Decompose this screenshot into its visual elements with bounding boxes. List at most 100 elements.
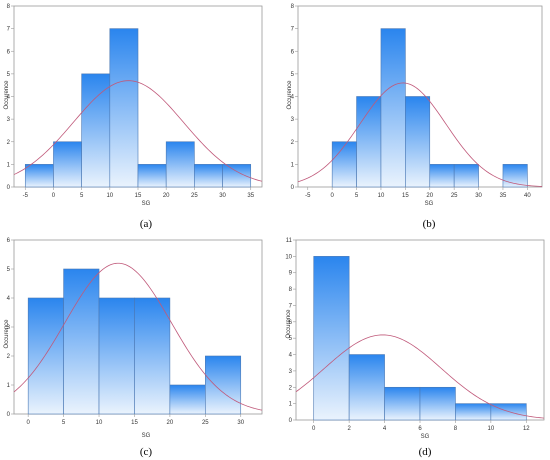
y-tick-label: 6: [289, 320, 293, 326]
x-tick-label: 30: [475, 193, 482, 199]
x-tick-label: -5: [305, 193, 311, 199]
y-tick-label: 2: [289, 385, 293, 391]
y-tick-label: 11: [286, 238, 293, 244]
histogram-bar: [169, 384, 206, 415]
normal-fit-curve: [297, 82, 543, 187]
y-tick-label: 0: [7, 412, 11, 418]
x-tick-label: 10: [378, 193, 385, 199]
histogram-bar: [405, 96, 431, 188]
y-tick-label: 0: [291, 185, 295, 191]
histogram-bar: [222, 164, 252, 188]
x-tick-label: 25: [451, 193, 458, 199]
histogram-bar: [502, 164, 528, 188]
x-axis-title: SG: [142, 433, 151, 439]
x-tick-label: 8: [454, 426, 458, 432]
x-tick-label: 0: [330, 193, 334, 199]
y-tick-label: 0: [289, 418, 293, 424]
x-axis-title: SG: [425, 201, 434, 207]
x-tick-label: 0: [52, 193, 56, 199]
histogram-bar: [194, 164, 223, 188]
ylabel: Occurence: [287, 80, 293, 110]
x-tick-label: 12: [523, 426, 530, 432]
panel-b: Occurence SG (b) -5 0 5 10 15 20 25 30 35 40 0 1 2 3 4…: [287, 4, 543, 230]
x-tick-label: 35: [500, 193, 507, 199]
x-tick-label: 5: [355, 193, 359, 199]
y-tick-label: 2: [7, 354, 11, 360]
histogram-bar: [134, 297, 171, 415]
y-tick-label: 5: [7, 72, 11, 78]
panel-c: Occurence SG (c) 0 5 10 15 20 25 30 0 1 2 3 4 5 6: [4, 238, 263, 458]
ylabel: Occurence: [286, 309, 292, 339]
y-axis-title: Occurence: [4, 80, 10, 110]
y-tick-label: 8: [7, 4, 11, 10]
x-tick-label: 35: [247, 193, 254, 199]
histogram-bar: [380, 28, 406, 188]
panel-caption: (c): [140, 446, 153, 458]
x-tick-label: 2: [347, 426, 351, 432]
y-tick-label: 1: [7, 162, 11, 168]
y-tick-label: 2: [7, 140, 11, 146]
y-tick-label: 7: [289, 303, 293, 309]
histogram-bar: [348, 354, 385, 421]
y-tick-label: 2: [291, 140, 295, 146]
x-tick-label: 5: [62, 420, 66, 426]
x-tick-label: 40: [524, 193, 531, 199]
ylabel: Occurence: [4, 80, 10, 110]
x-tick-label: 10: [96, 420, 103, 426]
histogram-bar: [137, 164, 167, 188]
x-tick-label: 4: [383, 426, 387, 432]
panel-caption: (b): [423, 218, 436, 230]
ylabel: Occurence: [4, 319, 10, 349]
y-tick-label: 1: [289, 402, 293, 408]
x-tick-label: 15: [402, 193, 409, 199]
x-tick-label: 30: [237, 420, 244, 426]
x-tick-label: 15: [135, 193, 142, 199]
histogram-bar: [331, 141, 357, 188]
y-tick-label: 1: [7, 383, 11, 389]
y-tick-label: 8: [291, 4, 295, 10]
panel-a: Occurence SG (a) -5 0 5 10 15 20 25 30 35 0 1 2 3 4 5 6…: [4, 4, 263, 230]
y-tick-label: 5: [289, 336, 293, 342]
histogram-bar: [165, 141, 195, 188]
y-axis-title: Occurence: [286, 309, 292, 339]
histogram-bar: [24, 164, 54, 188]
histogram-bar: [205, 355, 242, 415]
y-tick-label: 7: [7, 27, 11, 33]
histogram-bar: [356, 96, 382, 188]
x-tick-label: 10: [488, 426, 495, 432]
y-tick-label: 0: [7, 185, 11, 191]
histogram-bar: [63, 268, 100, 415]
y-tick-label: 6: [291, 49, 295, 55]
x-tick-label: 6: [418, 426, 422, 432]
y-tick-label: 1: [291, 162, 295, 168]
normal-fit-curve: [295, 334, 545, 419]
x-axis-title: SG: [421, 434, 430, 440]
y-tick-label: 4: [289, 353, 293, 359]
normal-fit-curve: [13, 80, 263, 182]
histogram-bar: [53, 141, 82, 188]
y-tick-label: 3: [291, 117, 295, 123]
y-tick-label: 5: [291, 72, 295, 78]
y-tick-label: 3: [289, 369, 293, 375]
y-axis-title: Occurence: [287, 80, 293, 110]
x-tick-label: 25: [202, 420, 209, 426]
histogram-bar: [455, 403, 492, 421]
y-tick-label: 3: [7, 325, 11, 331]
histogram-bar: [419, 386, 456, 421]
histogram-bar: [453, 164, 479, 188]
histogram-bar: [98, 297, 135, 415]
x-tick-label: 20: [167, 420, 174, 426]
y-tick-label: 8: [289, 287, 293, 293]
x-tick-label: 0: [312, 426, 316, 432]
x-tick-label: 30: [219, 193, 226, 199]
histogram-bar: [384, 386, 421, 421]
x-tick-label: 25: [191, 193, 198, 199]
panel-caption: (d): [419, 446, 432, 458]
histogram-bar: [313, 256, 350, 421]
y-tick-label: 4: [7, 296, 11, 302]
y-tick-label: 6: [7, 238, 11, 244]
y-tick-label: 9: [289, 271, 293, 277]
normal-fit-curve: [13, 262, 263, 411]
histogram-bar: [81, 73, 111, 188]
